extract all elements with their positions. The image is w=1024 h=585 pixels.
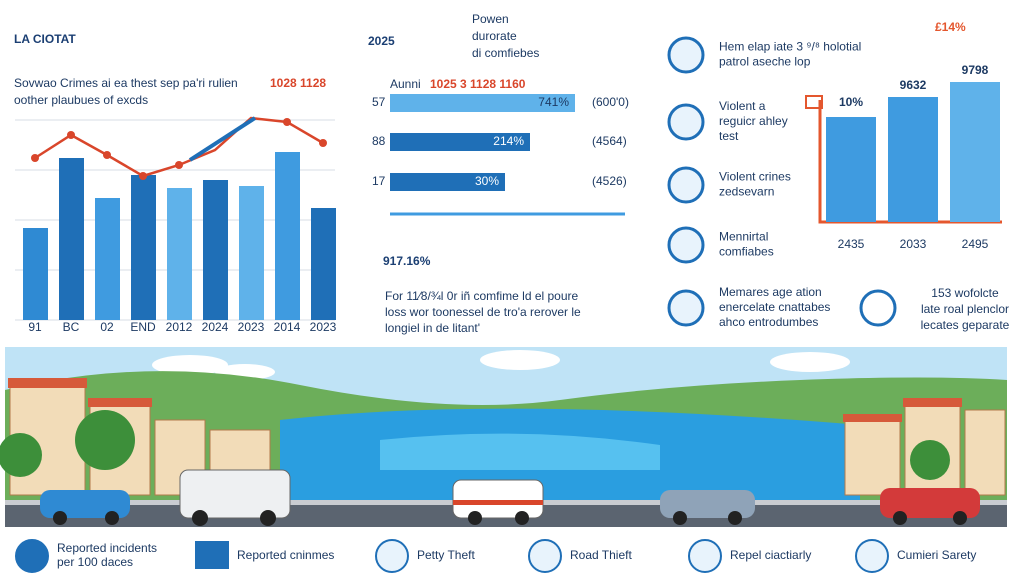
icon bbox=[667, 166, 705, 204]
item-text: Violent a bbox=[719, 99, 766, 113]
trend-points bbox=[31, 118, 327, 180]
paragraph: loss wor toonessel de tro'a rerover le bbox=[385, 305, 581, 319]
paragraph: For 11⁄8/¾l 0r iñ comfime ld el poure bbox=[385, 289, 579, 303]
side-item: lecates geparate bbox=[921, 318, 1010, 332]
subtitle: oother plaubues of excds bbox=[14, 93, 148, 107]
side-item: 153 wofolcte bbox=[931, 286, 999, 300]
bar-label: 9798 bbox=[962, 63, 989, 77]
item-text: reguicr ahley bbox=[719, 114, 788, 128]
x-label: 2495 bbox=[962, 237, 989, 251]
item-text: test bbox=[719, 129, 739, 143]
legend-text: per 100 daces bbox=[57, 555, 133, 569]
icon bbox=[667, 36, 705, 74]
x-label: 02 bbox=[100, 320, 114, 334]
x-label: 2435 bbox=[838, 237, 865, 251]
item-text: ahco entrodumbes bbox=[719, 315, 818, 329]
scene bbox=[0, 347, 1007, 527]
item-text: Mennirtal bbox=[719, 230, 768, 244]
x-label: BC bbox=[63, 320, 80, 334]
legend-text: Reported incidents bbox=[57, 541, 157, 555]
subtitle-note: 1028 1128 bbox=[270, 76, 326, 90]
icon bbox=[667, 103, 705, 141]
item-text: Violent crines bbox=[719, 170, 791, 184]
legend-icon bbox=[375, 539, 409, 573]
bar bbox=[390, 133, 530, 151]
item-text: Memares age ation bbox=[719, 285, 822, 299]
bar bbox=[888, 97, 938, 222]
bar-label: 9632 bbox=[900, 78, 927, 92]
bars bbox=[23, 152, 336, 320]
subtitle: Sovwao Crimes ai ea thest sep pa'ri ruli… bbox=[14, 76, 238, 90]
legend-text: Road Thieft bbox=[570, 548, 632, 562]
bar bbox=[390, 94, 575, 112]
legend-text: Reported cninmes bbox=[237, 548, 334, 562]
row-note: (4526) bbox=[592, 174, 627, 188]
year-note: durorate bbox=[472, 29, 517, 43]
side-item: late roal plenclor bbox=[921, 302, 1009, 316]
axis bbox=[818, 100, 1002, 224]
row-label: 88 bbox=[372, 134, 386, 148]
arrow bbox=[188, 116, 257, 162]
x-label: 2012 bbox=[166, 320, 193, 334]
row-label: 57 bbox=[372, 95, 386, 109]
year: 2025 bbox=[368, 34, 395, 48]
icon bbox=[805, 95, 823, 109]
icon bbox=[667, 289, 705, 327]
headline: 917.16% bbox=[383, 254, 431, 268]
row-note: (600'0) bbox=[592, 95, 629, 109]
icon bbox=[859, 289, 897, 327]
item-text: patrol aseche lop bbox=[719, 55, 811, 69]
legend-icon bbox=[855, 539, 889, 573]
bar-label: 214% bbox=[493, 134, 524, 148]
bar bbox=[390, 173, 505, 191]
legend-text: Petty Theft bbox=[417, 548, 475, 562]
bar bbox=[950, 82, 1000, 222]
item-text: Hem elap iate 3 ⁹/⁸ holotial bbox=[719, 40, 861, 54]
corner-note: £14% bbox=[935, 20, 966, 34]
item-text: zedsevarn bbox=[719, 185, 774, 199]
x-label: 2023 bbox=[238, 320, 265, 334]
title: LA CIOTAT bbox=[14, 32, 76, 46]
x-label: 91 bbox=[28, 320, 42, 334]
mid-header: Aunni bbox=[390, 77, 421, 91]
bar-label: 10% bbox=[839, 95, 863, 109]
x-label: 2024 bbox=[202, 320, 229, 334]
item-text: enercelate cnattabes bbox=[719, 300, 830, 314]
paragraph: longiel in de litant' bbox=[385, 321, 480, 335]
legend-icon bbox=[688, 539, 722, 573]
bar-label: 30% bbox=[475, 174, 499, 188]
bar bbox=[826, 117, 876, 222]
legend-icon bbox=[195, 541, 229, 569]
x-label: 2023 bbox=[310, 320, 337, 334]
legend-icon bbox=[528, 539, 562, 573]
row-label: 17 bbox=[372, 174, 386, 188]
item-text: comfiabes bbox=[719, 245, 774, 259]
year-note: di comfiebes bbox=[472, 46, 539, 60]
row-note: (4564) bbox=[592, 134, 627, 148]
mid-header-note: 1025 3 1128 1160 bbox=[430, 77, 526, 91]
icon bbox=[667, 226, 705, 264]
bar-label: 741% bbox=[538, 95, 569, 109]
year-note: Powen bbox=[472, 12, 509, 26]
x-label: 2033 bbox=[900, 237, 927, 251]
legend-text: Cumieri Sarety bbox=[897, 548, 976, 562]
legend-icon bbox=[15, 539, 49, 573]
legend-text: Repel ciactiarly bbox=[730, 548, 811, 562]
x-label: END bbox=[130, 320, 156, 334]
x-label: 2014 bbox=[274, 320, 301, 334]
